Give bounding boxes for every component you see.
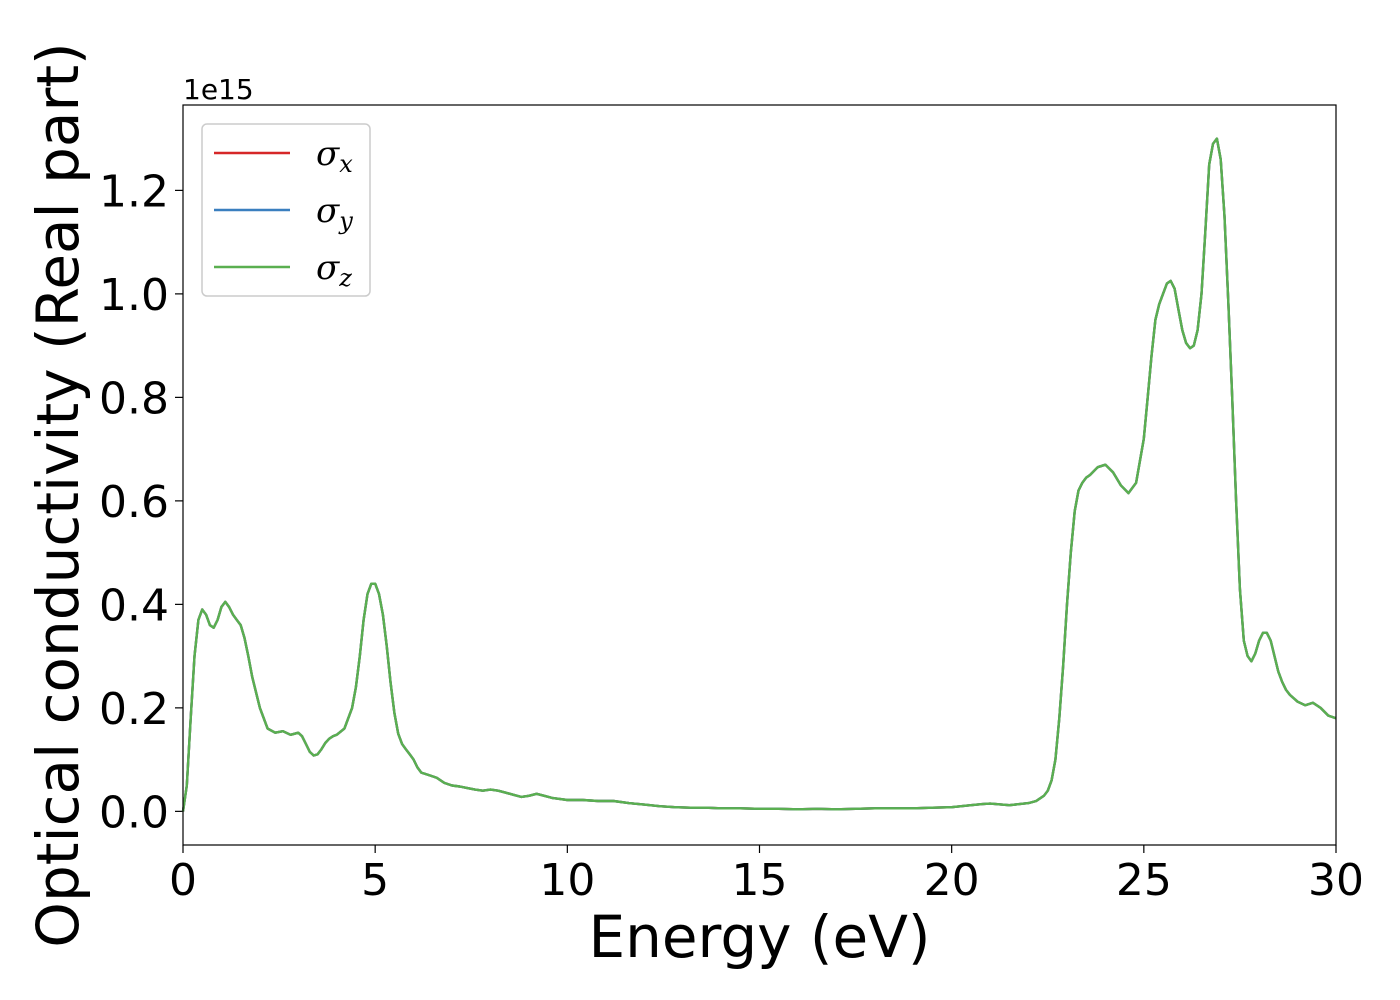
y-tick-label: 1.0	[99, 270, 169, 321]
legend-label-sigma-z: σz	[316, 248, 352, 292]
x-axis-label: Energy (eV)	[588, 903, 930, 971]
y-tick-label: 0.8	[99, 373, 169, 424]
x-tick-label: 5	[361, 855, 389, 906]
y-tick-label: 1.2	[99, 166, 169, 217]
y-axis-ticks: 0.0 0.2 0.4 0.6 0.8 1.0 1.2	[99, 166, 183, 838]
x-axis-ticks: 0 5 10 15 20 25 30	[169, 845, 1364, 906]
y-tick-label: 0.6	[99, 477, 169, 528]
y-tick-label: 0.4	[99, 580, 169, 631]
y-axis-offset-text: 1e15	[183, 73, 254, 106]
series-lines	[181, 137, 1337, 812]
plot-frame	[182, 104, 1337, 846]
x-tick-label: 30	[1308, 855, 1364, 906]
x-tick-label: 20	[924, 855, 980, 906]
y-tick-label: 0.2	[99, 684, 169, 735]
series-line-sigma-z	[181, 137, 1337, 812]
x-tick-label: 10	[539, 855, 595, 906]
y-axis-label: Optical conductivity (Real part)	[24, 42, 92, 947]
x-tick-label: 0	[169, 855, 197, 906]
y-tick-label: 0.0	[99, 787, 169, 838]
x-tick-label: 25	[1116, 855, 1172, 906]
x-tick-label: 15	[732, 855, 788, 906]
legend-label-sigma-y: σy	[316, 191, 353, 235]
legend: σx σy σz	[201, 123, 371, 297]
legend-label-sigma-x: σx	[316, 134, 353, 178]
